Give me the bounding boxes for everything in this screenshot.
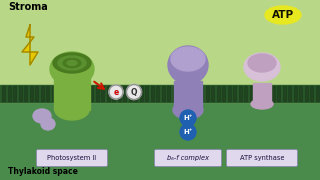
Bar (205, 86, 209, 101)
Bar (310, 86, 313, 101)
Bar (250, 86, 252, 101)
Bar (0, 85, 320, 102)
Text: Stroma: Stroma (8, 2, 48, 12)
Text: ATP: ATP (272, 10, 294, 20)
Circle shape (180, 124, 196, 140)
Bar (316, 86, 318, 101)
Bar (189, 86, 192, 101)
Bar (54, 77, 90, 110)
Bar (35, 86, 38, 101)
Bar (84, 86, 87, 101)
Bar (107, 86, 109, 101)
Bar (222, 86, 225, 101)
Bar (271, 86, 275, 101)
Text: Q: Q (131, 87, 137, 96)
FancyBboxPatch shape (36, 150, 108, 166)
Ellipse shape (53, 53, 91, 73)
Ellipse shape (248, 54, 276, 72)
Circle shape (126, 84, 141, 100)
Bar (283, 86, 285, 101)
Bar (228, 86, 230, 101)
Bar (0, 102, 320, 180)
FancyBboxPatch shape (155, 150, 221, 166)
Bar (299, 86, 302, 101)
Ellipse shape (50, 52, 94, 86)
Bar (244, 86, 247, 101)
Text: e: e (113, 87, 119, 96)
Bar (19, 86, 21, 101)
Bar (52, 86, 54, 101)
Ellipse shape (63, 58, 81, 68)
Bar (57, 86, 60, 101)
Bar (123, 86, 126, 101)
Bar (174, 81, 202, 106)
Text: H⁺: H⁺ (183, 129, 193, 135)
Bar (129, 86, 132, 101)
Bar (253, 83, 271, 104)
Bar (140, 86, 142, 101)
Text: ATP synthase: ATP synthase (240, 155, 284, 161)
Circle shape (180, 110, 196, 126)
Bar (255, 86, 258, 101)
Bar (74, 86, 76, 101)
Bar (238, 86, 242, 101)
Bar (46, 86, 49, 101)
Bar (24, 86, 27, 101)
Bar (178, 86, 181, 101)
Bar (217, 86, 220, 101)
Bar (7, 86, 11, 101)
Bar (95, 86, 99, 101)
Bar (145, 86, 148, 101)
Bar (29, 86, 33, 101)
Bar (101, 86, 104, 101)
Bar (233, 86, 236, 101)
Polygon shape (22, 25, 38, 65)
Text: H⁺: H⁺ (183, 115, 193, 121)
Ellipse shape (173, 101, 203, 119)
Bar (211, 86, 214, 101)
Bar (183, 86, 187, 101)
Ellipse shape (55, 100, 89, 120)
Bar (62, 86, 66, 101)
Bar (277, 86, 280, 101)
FancyBboxPatch shape (227, 150, 298, 166)
Bar (172, 86, 175, 101)
Ellipse shape (168, 46, 208, 84)
Bar (293, 86, 297, 101)
Ellipse shape (58, 56, 86, 70)
Text: Thylakoid space: Thylakoid space (8, 168, 78, 177)
Bar (2, 86, 5, 101)
Bar (156, 86, 159, 101)
Bar (90, 86, 93, 101)
Bar (260, 86, 263, 101)
Text: Photosystem II: Photosystem II (47, 155, 97, 161)
Bar (41, 86, 44, 101)
Ellipse shape (33, 109, 51, 123)
Bar (162, 86, 164, 101)
Ellipse shape (244, 53, 280, 81)
Bar (150, 86, 154, 101)
Ellipse shape (251, 99, 273, 109)
Bar (195, 86, 197, 101)
Bar (266, 86, 269, 101)
Bar (288, 86, 291, 101)
Ellipse shape (171, 47, 205, 71)
Circle shape (109, 85, 123, 99)
Bar (13, 86, 16, 101)
Ellipse shape (67, 60, 77, 66)
Bar (112, 86, 115, 101)
Ellipse shape (41, 118, 55, 130)
Bar (0, 0, 320, 102)
Bar (68, 86, 71, 101)
Bar (305, 86, 308, 101)
Bar (134, 86, 137, 101)
Bar (200, 86, 203, 101)
Bar (79, 86, 82, 101)
Text: b₆-f complex: b₆-f complex (167, 155, 209, 161)
Bar (117, 86, 121, 101)
Bar (167, 86, 170, 101)
Ellipse shape (265, 6, 301, 24)
